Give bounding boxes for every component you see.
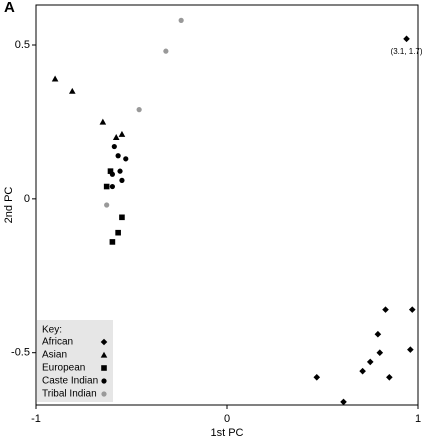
y-tick-label: 0 xyxy=(24,193,30,205)
x-tick-label: -1 xyxy=(31,413,41,425)
point xyxy=(51,75,59,82)
point xyxy=(178,17,184,23)
legend-label: Caste Indian xyxy=(42,376,98,387)
legend-marker xyxy=(101,378,107,384)
point xyxy=(103,183,110,190)
point xyxy=(403,35,410,43)
legend-marker xyxy=(100,338,108,346)
point xyxy=(376,349,384,356)
point xyxy=(112,134,120,140)
x-axis-label: 1st PC xyxy=(210,427,243,439)
legend-box xyxy=(37,320,113,402)
y-tick-label: 0.5 xyxy=(15,39,30,51)
point xyxy=(109,239,116,245)
point xyxy=(104,202,110,208)
annotation: (3.1, 1.7) xyxy=(391,47,422,56)
point xyxy=(136,107,142,113)
point xyxy=(359,367,366,375)
point xyxy=(117,168,123,174)
point xyxy=(366,358,374,366)
legend-marker xyxy=(101,365,107,371)
point xyxy=(68,87,76,94)
x-tick-label: 0 xyxy=(224,413,230,425)
point xyxy=(407,346,414,353)
point xyxy=(109,183,115,190)
point xyxy=(119,214,125,221)
point xyxy=(313,374,321,381)
point xyxy=(340,398,347,406)
point xyxy=(115,153,121,159)
legend-title: Key: xyxy=(42,325,62,336)
point xyxy=(119,177,125,183)
point xyxy=(386,374,393,381)
panel-label: A xyxy=(4,0,15,16)
point xyxy=(163,48,169,54)
point xyxy=(115,229,121,236)
point xyxy=(382,306,389,313)
legend-label: Tribal Indian xyxy=(42,389,97,400)
legend-label: Asian xyxy=(42,350,67,361)
x-tick-label: 1 xyxy=(415,413,421,425)
point xyxy=(99,118,107,125)
point xyxy=(408,306,416,313)
legend-label: African xyxy=(42,337,73,348)
point xyxy=(109,171,115,177)
legend-label: European xyxy=(42,363,85,374)
point xyxy=(111,143,117,150)
legend-marker xyxy=(100,351,108,358)
y-axis-label: 2nd PC xyxy=(3,187,15,224)
point xyxy=(374,330,382,338)
point xyxy=(118,130,126,137)
y-tick-label: -0.5 xyxy=(11,347,30,359)
legend-marker xyxy=(101,391,107,397)
point xyxy=(107,168,114,174)
point xyxy=(123,156,129,162)
